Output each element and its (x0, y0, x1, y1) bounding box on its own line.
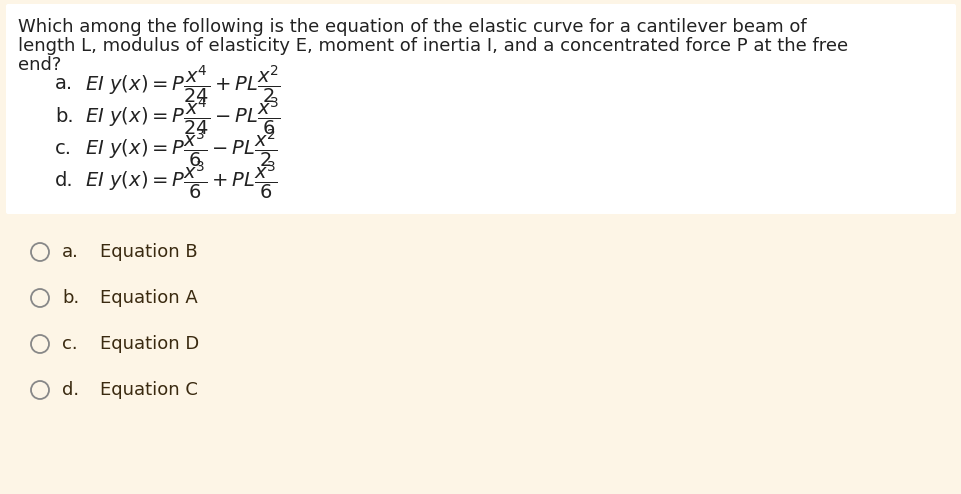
Text: Equation D: Equation D (100, 335, 199, 353)
Text: b.: b. (55, 107, 74, 125)
Text: Equation A: Equation A (100, 289, 198, 307)
Text: $EI\ y(x) = P\dfrac{x^3}{6} - PL\dfrac{x^2}{2}$: $EI\ y(x) = P\dfrac{x^3}{6} - PL\dfrac{x… (85, 127, 278, 169)
Text: Which among the following is the equation of the elastic curve for a cantilever : Which among the following is the equatio… (18, 18, 805, 36)
Text: $EI\ y(x) = P\dfrac{x^3}{6} + PL\dfrac{x^3}{6}$: $EI\ y(x) = P\dfrac{x^3}{6} + PL\dfrac{x… (85, 159, 278, 201)
Text: $EI\ y(x) = P\dfrac{x^4}{24} - PL\dfrac{x^3}{6}$: $EI\ y(x) = P\dfrac{x^4}{24} - PL\dfrac{… (85, 95, 281, 137)
Text: d.: d. (55, 170, 74, 190)
Text: Equation B: Equation B (100, 243, 197, 261)
Text: length L, modulus of elasticity E, moment of inertia I, and a concentrated force: length L, modulus of elasticity E, momen… (18, 37, 848, 55)
Text: a.: a. (62, 243, 79, 261)
Text: a.: a. (55, 75, 73, 93)
Text: b.: b. (62, 289, 79, 307)
FancyBboxPatch shape (6, 4, 955, 214)
Text: end?: end? (18, 56, 62, 74)
Text: c.: c. (62, 335, 78, 353)
Text: $EI\ y(x) = P\dfrac{x^4}{24} + PL\dfrac{x^2}{2}$: $EI\ y(x) = P\dfrac{x^4}{24} + PL\dfrac{… (85, 63, 281, 105)
Text: c.: c. (55, 138, 72, 158)
Text: Equation C: Equation C (100, 381, 198, 399)
Text: d.: d. (62, 381, 79, 399)
